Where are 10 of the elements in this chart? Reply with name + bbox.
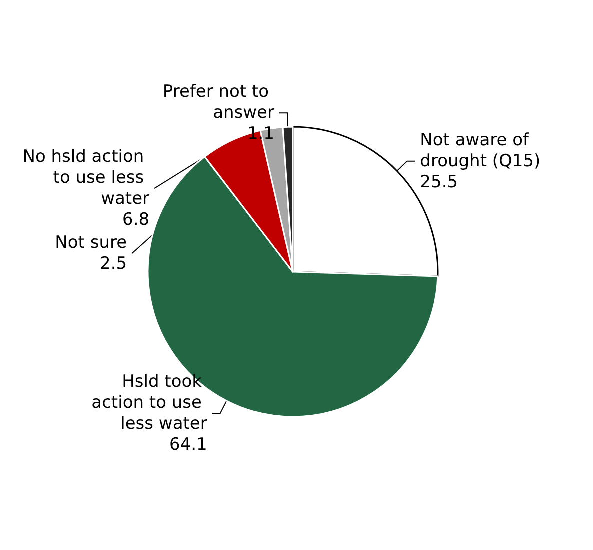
- data-label: 64.1: [170, 434, 208, 455]
- slice-label: Not aware of drought (Q15): [420, 130, 541, 172]
- slice-label: Not sure: [55, 233, 128, 254]
- slice-label: Prefer not to answer: [162, 82, 275, 124]
- data-label: 6.8: [122, 210, 150, 230]
- data-label: 2.5: [100, 254, 128, 274]
- data-label: 1.1: [247, 124, 275, 144]
- data-label: 25.5: [420, 172, 458, 192]
- slice-label: No hsld action to use less water: [22, 147, 150, 210]
- slice-label: Hsld took action to use less water: [92, 372, 208, 434]
